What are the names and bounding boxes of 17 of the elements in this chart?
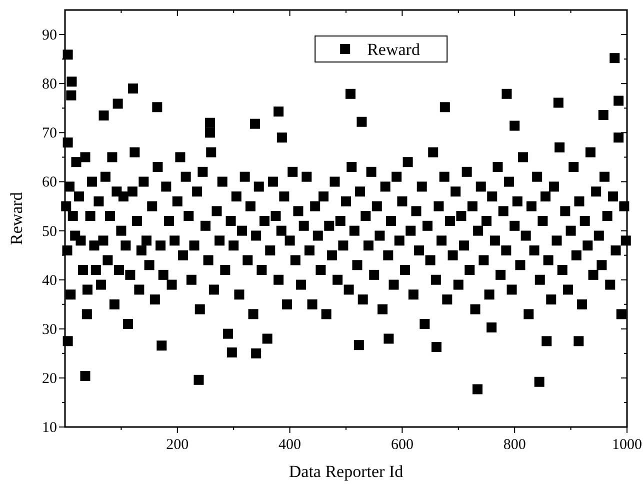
y-tick-label: 60 [42,174,57,191]
y-tick-label: 20 [42,370,57,387]
y-axis-title: Reward [7,192,26,245]
x-axis-title: Data Reporter Id [288,462,404,481]
y-tick-label: 40 [42,272,57,289]
y-tick-label: 90 [42,28,57,44]
x-tick-label: 200 [166,437,189,453]
x-tick-label: 600 [390,437,414,453]
x-tick-label: 1000 [612,437,642,453]
y-tick-label: 30 [42,322,57,338]
y-tick-label: 70 [42,126,57,142]
legend-label: Reward [367,40,420,59]
x-tick-label: 800 [503,437,526,453]
y-tick-label: 50 [42,224,57,240]
y-tick-label: 10 [42,420,57,436]
x-tick-label: 400 [278,437,302,453]
y-tick-label: 80 [42,76,57,93]
